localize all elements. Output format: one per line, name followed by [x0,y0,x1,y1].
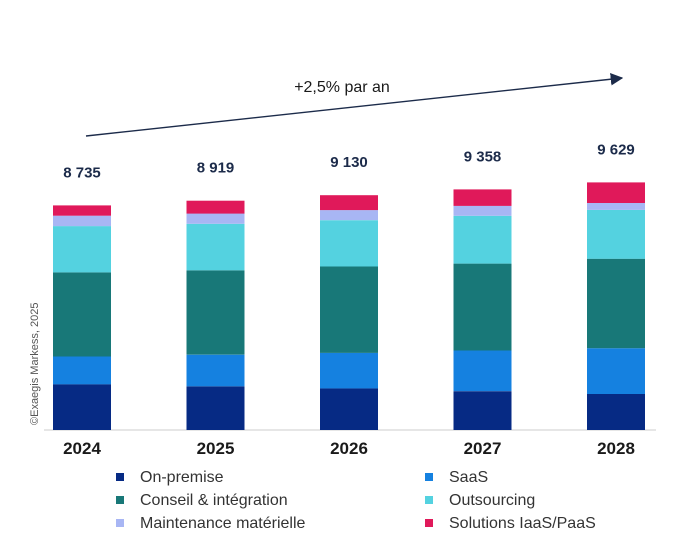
bar-segment-2028-outsourcing [587,209,645,259]
bar-segment-2027-on-premise [453,391,512,430]
legend-swatch-saas [425,473,433,481]
copyright-text: ©Exaegis Markess, 2025 [29,303,41,425]
bar-segment-2026-outsourcing [320,220,378,267]
bar-segment-2026-solutions-iaas-paas [320,195,378,211]
bar-segment-2027-solutions-iaas-paas [453,189,512,206]
bar-segment-2025-maintenance-mat-rielle [186,213,245,224]
bar-segment-2025-on-premise [186,386,245,430]
bar-segment-2027-maintenance-mat-rielle [453,205,512,216]
x-tick-label-2027: 2027 [464,439,502,458]
labels-group: 8 735 2024 8 919 2025 9 130 2026 9 358 2027 9 62… [63,141,635,458]
legend-label-outsourcing: Outsourcing [449,492,535,509]
total-label-2028: 9 629 [597,141,635,158]
bar-segment-2024-solutions-iaas-paas [53,205,111,216]
bar-segment-2025-saas [186,354,245,387]
bar-segment-2028-on-premise [587,394,645,430]
bar-segment-2027-conseil-int-gration [453,263,512,351]
bar-segment-2025-outsourcing [186,223,245,271]
bar-segment-2024-on-premise [53,384,111,430]
bar-segment-2028-maintenance-mat-rielle [587,203,645,210]
total-label-2025: 8 919 [197,160,235,177]
bar-segment-2025-conseil-int-gration [186,270,245,355]
legend: On-premise SaaS Conseil & intégration Outso… [116,469,596,532]
total-label-2024: 8 735 [63,164,101,181]
growth-arrow [85,72,624,137]
legend-swatch-solutions-iaas-paas [425,519,433,527]
total-label-2027: 9 358 [464,148,502,165]
bars-group [53,182,645,430]
bar-segment-2027-outsourcing [453,215,512,264]
growth-annotation: +2,5% par an [294,79,390,96]
bar-segment-2026-maintenance-mat-rielle [320,210,378,221]
x-tick-label-2024: 2024 [63,439,101,458]
legend-swatch-outsourcing [425,496,433,504]
legend-label-on-premise: On-premise [140,469,224,486]
x-tick-label-2025: 2025 [197,439,235,458]
legend-label-conseil-int-gration: Conseil & intégration [140,492,288,509]
legend-label-solutions-iaas-paas: Solutions IaaS/PaaS [449,515,596,532]
bar-segment-2026-conseil-int-gration [320,266,378,353]
total-label-2026: 9 130 [330,154,368,171]
legend-label-maintenance-mat-rielle: Maintenance matérielle [140,515,306,532]
bar-segment-2027-saas [453,350,512,392]
bar-segment-2024-outsourcing [53,226,111,273]
x-tick-label-2028: 2028 [597,439,635,458]
bar-segment-2024-conseil-int-gration [53,272,111,357]
legend-label-saas: SaaS [449,469,488,486]
bar-segment-2028-saas [587,348,645,394]
bar-segment-2026-on-premise [320,388,378,430]
x-tick-label-2026: 2026 [330,439,368,458]
legend-swatch-maintenance-mat-rielle [116,519,124,527]
bar-segment-2028-solutions-iaas-paas [587,182,645,203]
bar-segment-2028-conseil-int-gration [587,258,645,349]
bar-segment-2024-maintenance-mat-rielle [53,215,111,227]
bar-segment-2024-saas [53,356,111,385]
legend-swatch-conseil-int-gration [116,496,124,504]
bar-segment-2025-solutions-iaas-paas [186,200,245,214]
bar-segment-2026-saas [320,352,378,389]
legend-swatch-on-premise [116,473,124,481]
